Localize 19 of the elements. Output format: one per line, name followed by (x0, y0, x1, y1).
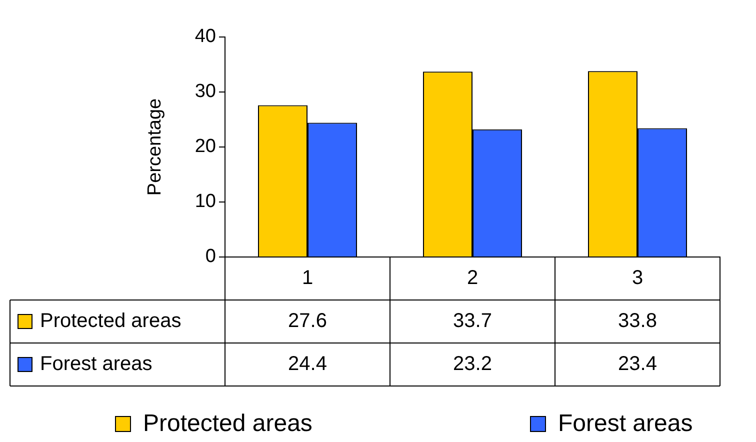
data-label: 23.4 (618, 353, 657, 376)
y-axis-title: Percentage (144, 98, 166, 196)
y-tick-label: 0 (205, 246, 216, 268)
x-tick-label: 2 (466, 267, 478, 290)
x-tick-label: 3 (632, 267, 644, 290)
y-tick-label: 40 (194, 26, 216, 48)
x-tick-label: 1 (302, 267, 314, 290)
legend-label: Protected areas (40, 310, 182, 332)
data-label: 33.7 (453, 310, 492, 332)
data-label: 24.4 (288, 353, 327, 376)
data-label: 27.6 (288, 310, 327, 332)
legend-label: Forest areas (558, 410, 693, 438)
y-tick-label: 10 (194, 191, 216, 212)
data-label: 33.8 (618, 310, 657, 332)
data-label: 23.2 (453, 353, 492, 376)
y-tick-label: 20 (194, 136, 216, 158)
y-tick-label: 30 (194, 81, 216, 102)
text: Protected areas (143, 410, 312, 437)
text: Forest areas (40, 353, 152, 376)
